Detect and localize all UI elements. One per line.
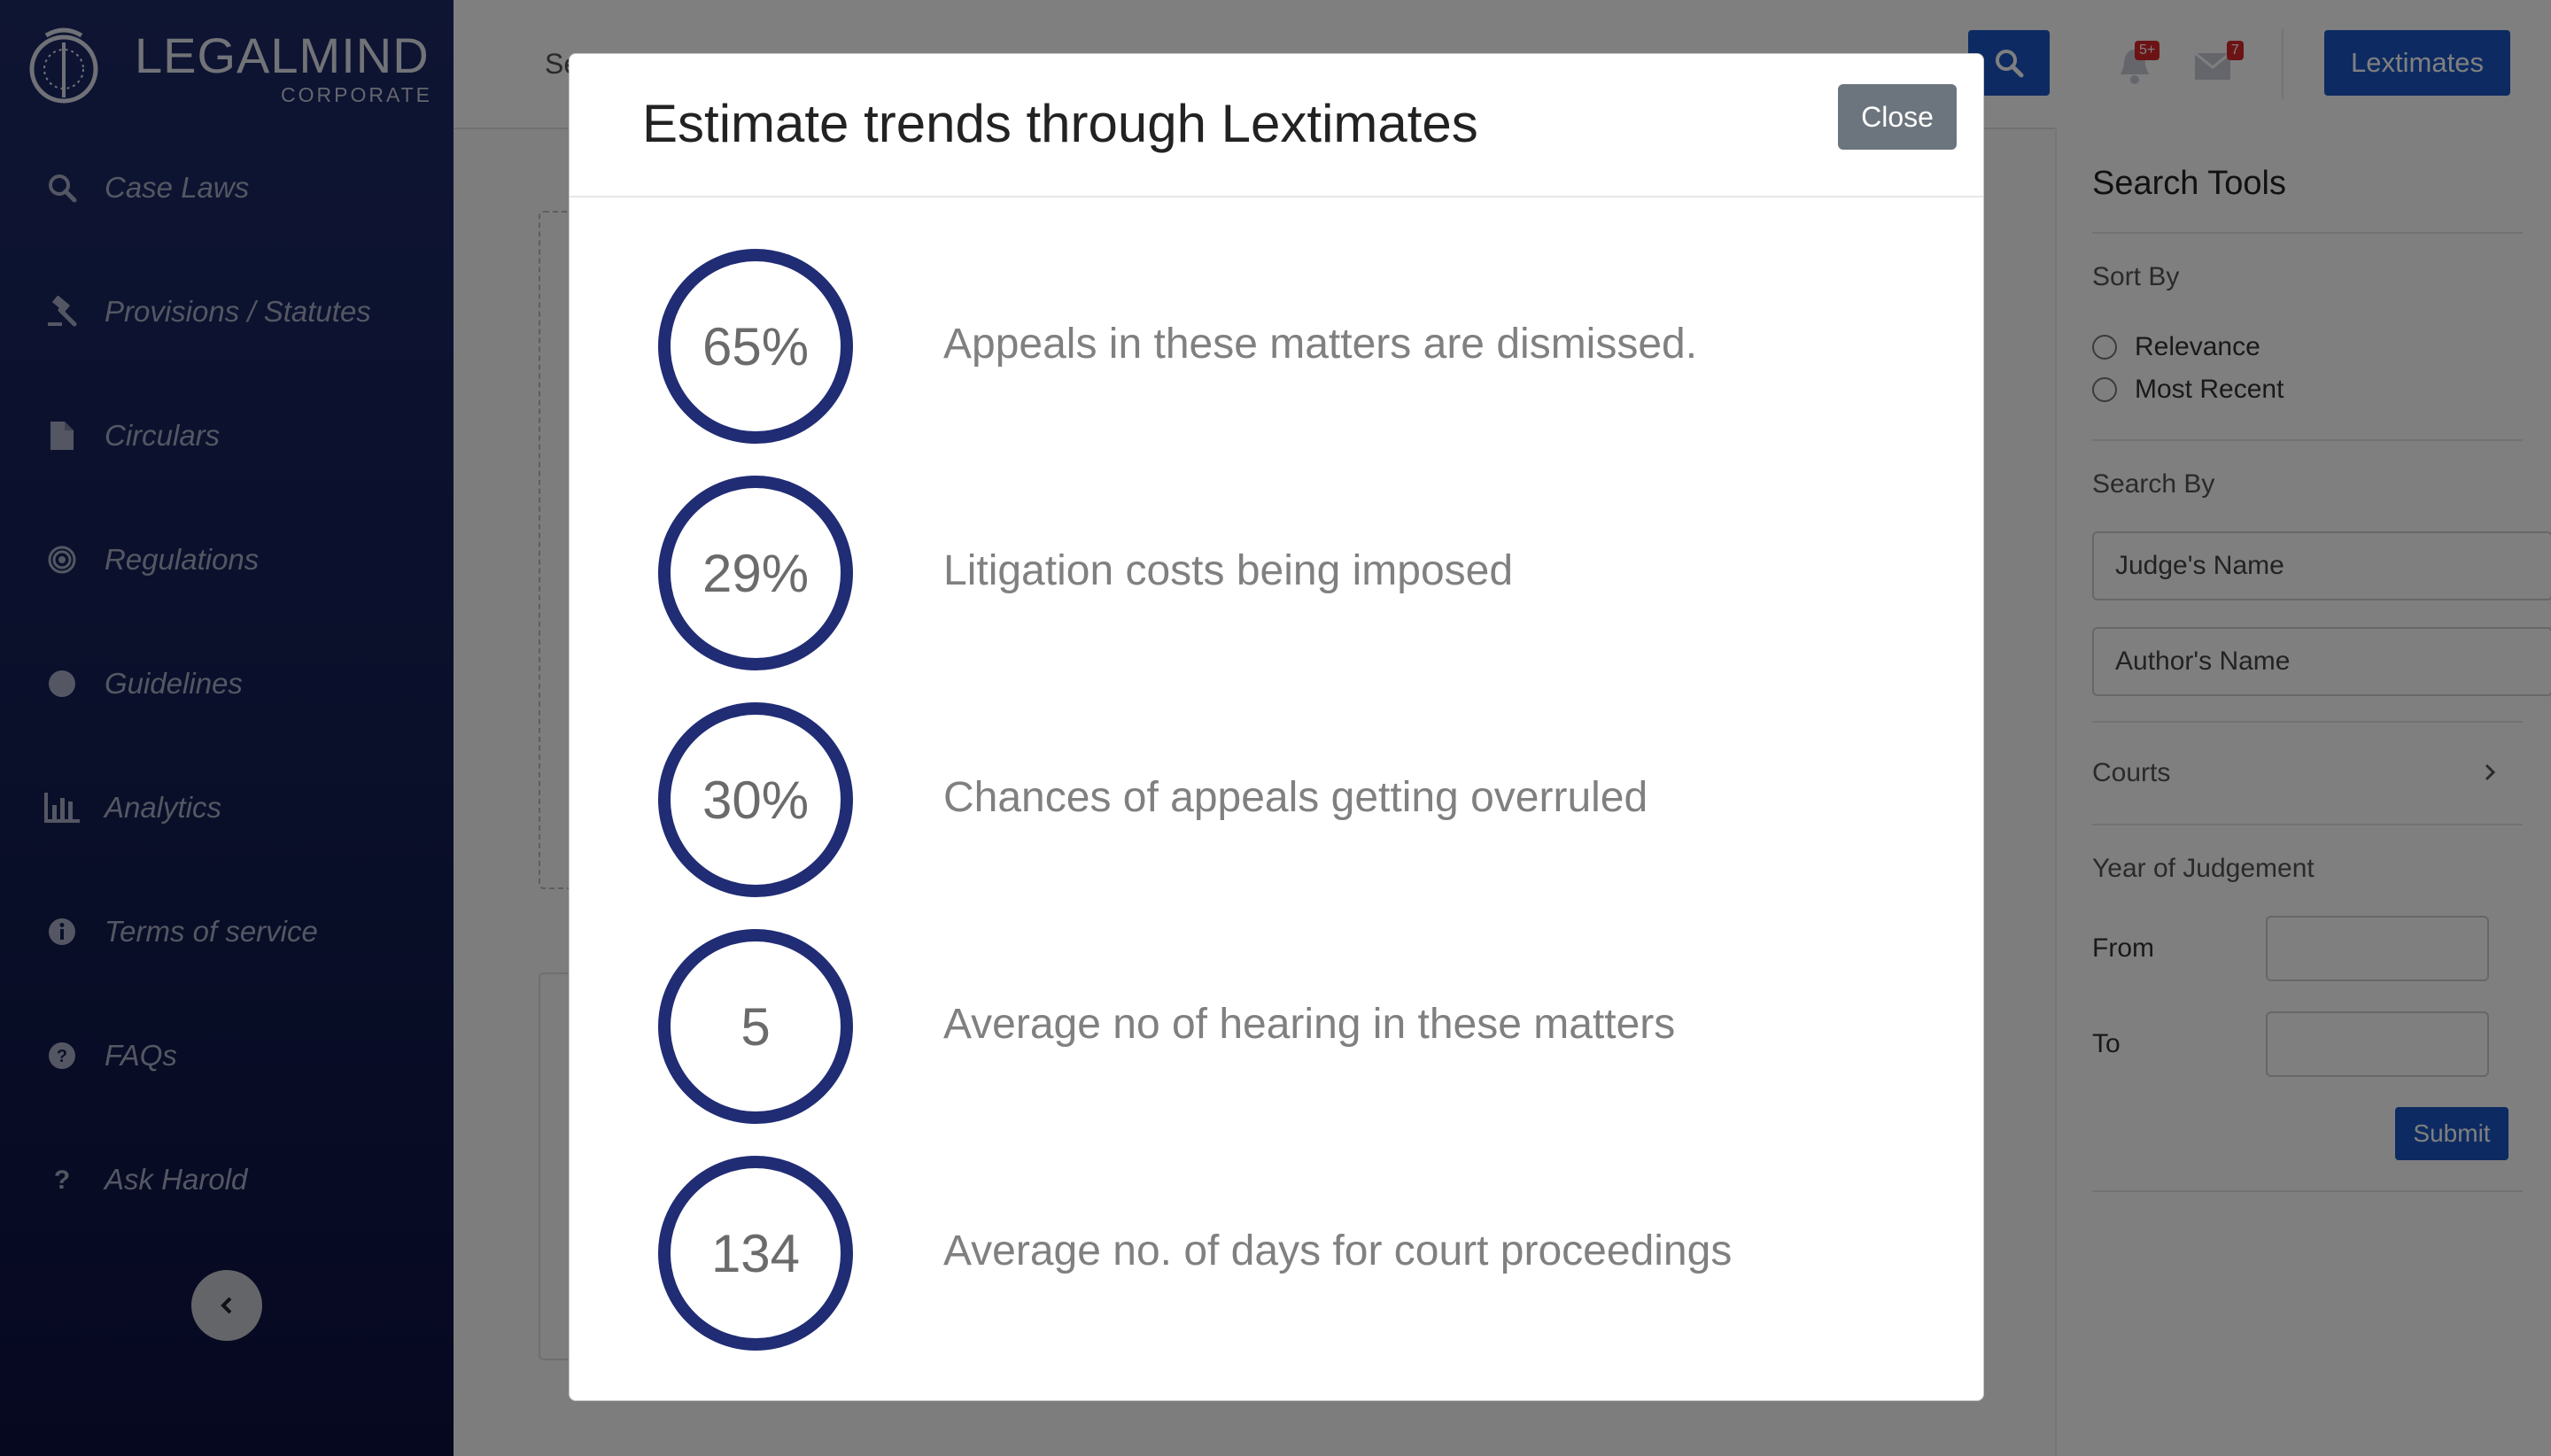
stat-description: Average no of hearing in these matters [943,1001,1676,1048]
stat-row: 134 Average no. of days for court procee… [658,1156,1898,1351]
stat-description: Appeals in these matters are dismissed. [943,321,1698,368]
stat-row: 5 Average no of hearing in these matters [658,929,1898,1124]
stat-description: Litigation costs being imposed [943,547,1514,594]
stat-row: 30% Chances of appeals getting overruled [658,702,1898,897]
stat-value-ring: 30% [658,702,853,897]
close-button[interactable]: Close [1838,84,1957,150]
stat-value-ring: 29% [658,476,853,670]
stat-row: 29% Litigation costs being imposed [658,476,1898,670]
stat-row: 65% Appeals in these matters are dismiss… [658,249,1898,444]
stat-description: Average no. of days for court proceeding… [943,1228,1733,1274]
stat-value-ring: 134 [658,1156,853,1351]
lextimates-modal: Estimate trends through Lextimates Close… [569,53,1984,1401]
stat-value-ring: 5 [658,929,853,1124]
modal-title: Estimate trends through Lextimates [642,94,1478,153]
modal-header: Estimate trends through Lextimates Close [570,54,1983,197]
stat-value-ring: 65% [658,249,853,444]
stat-description: Chances of appeals getting overruled [943,774,1648,821]
